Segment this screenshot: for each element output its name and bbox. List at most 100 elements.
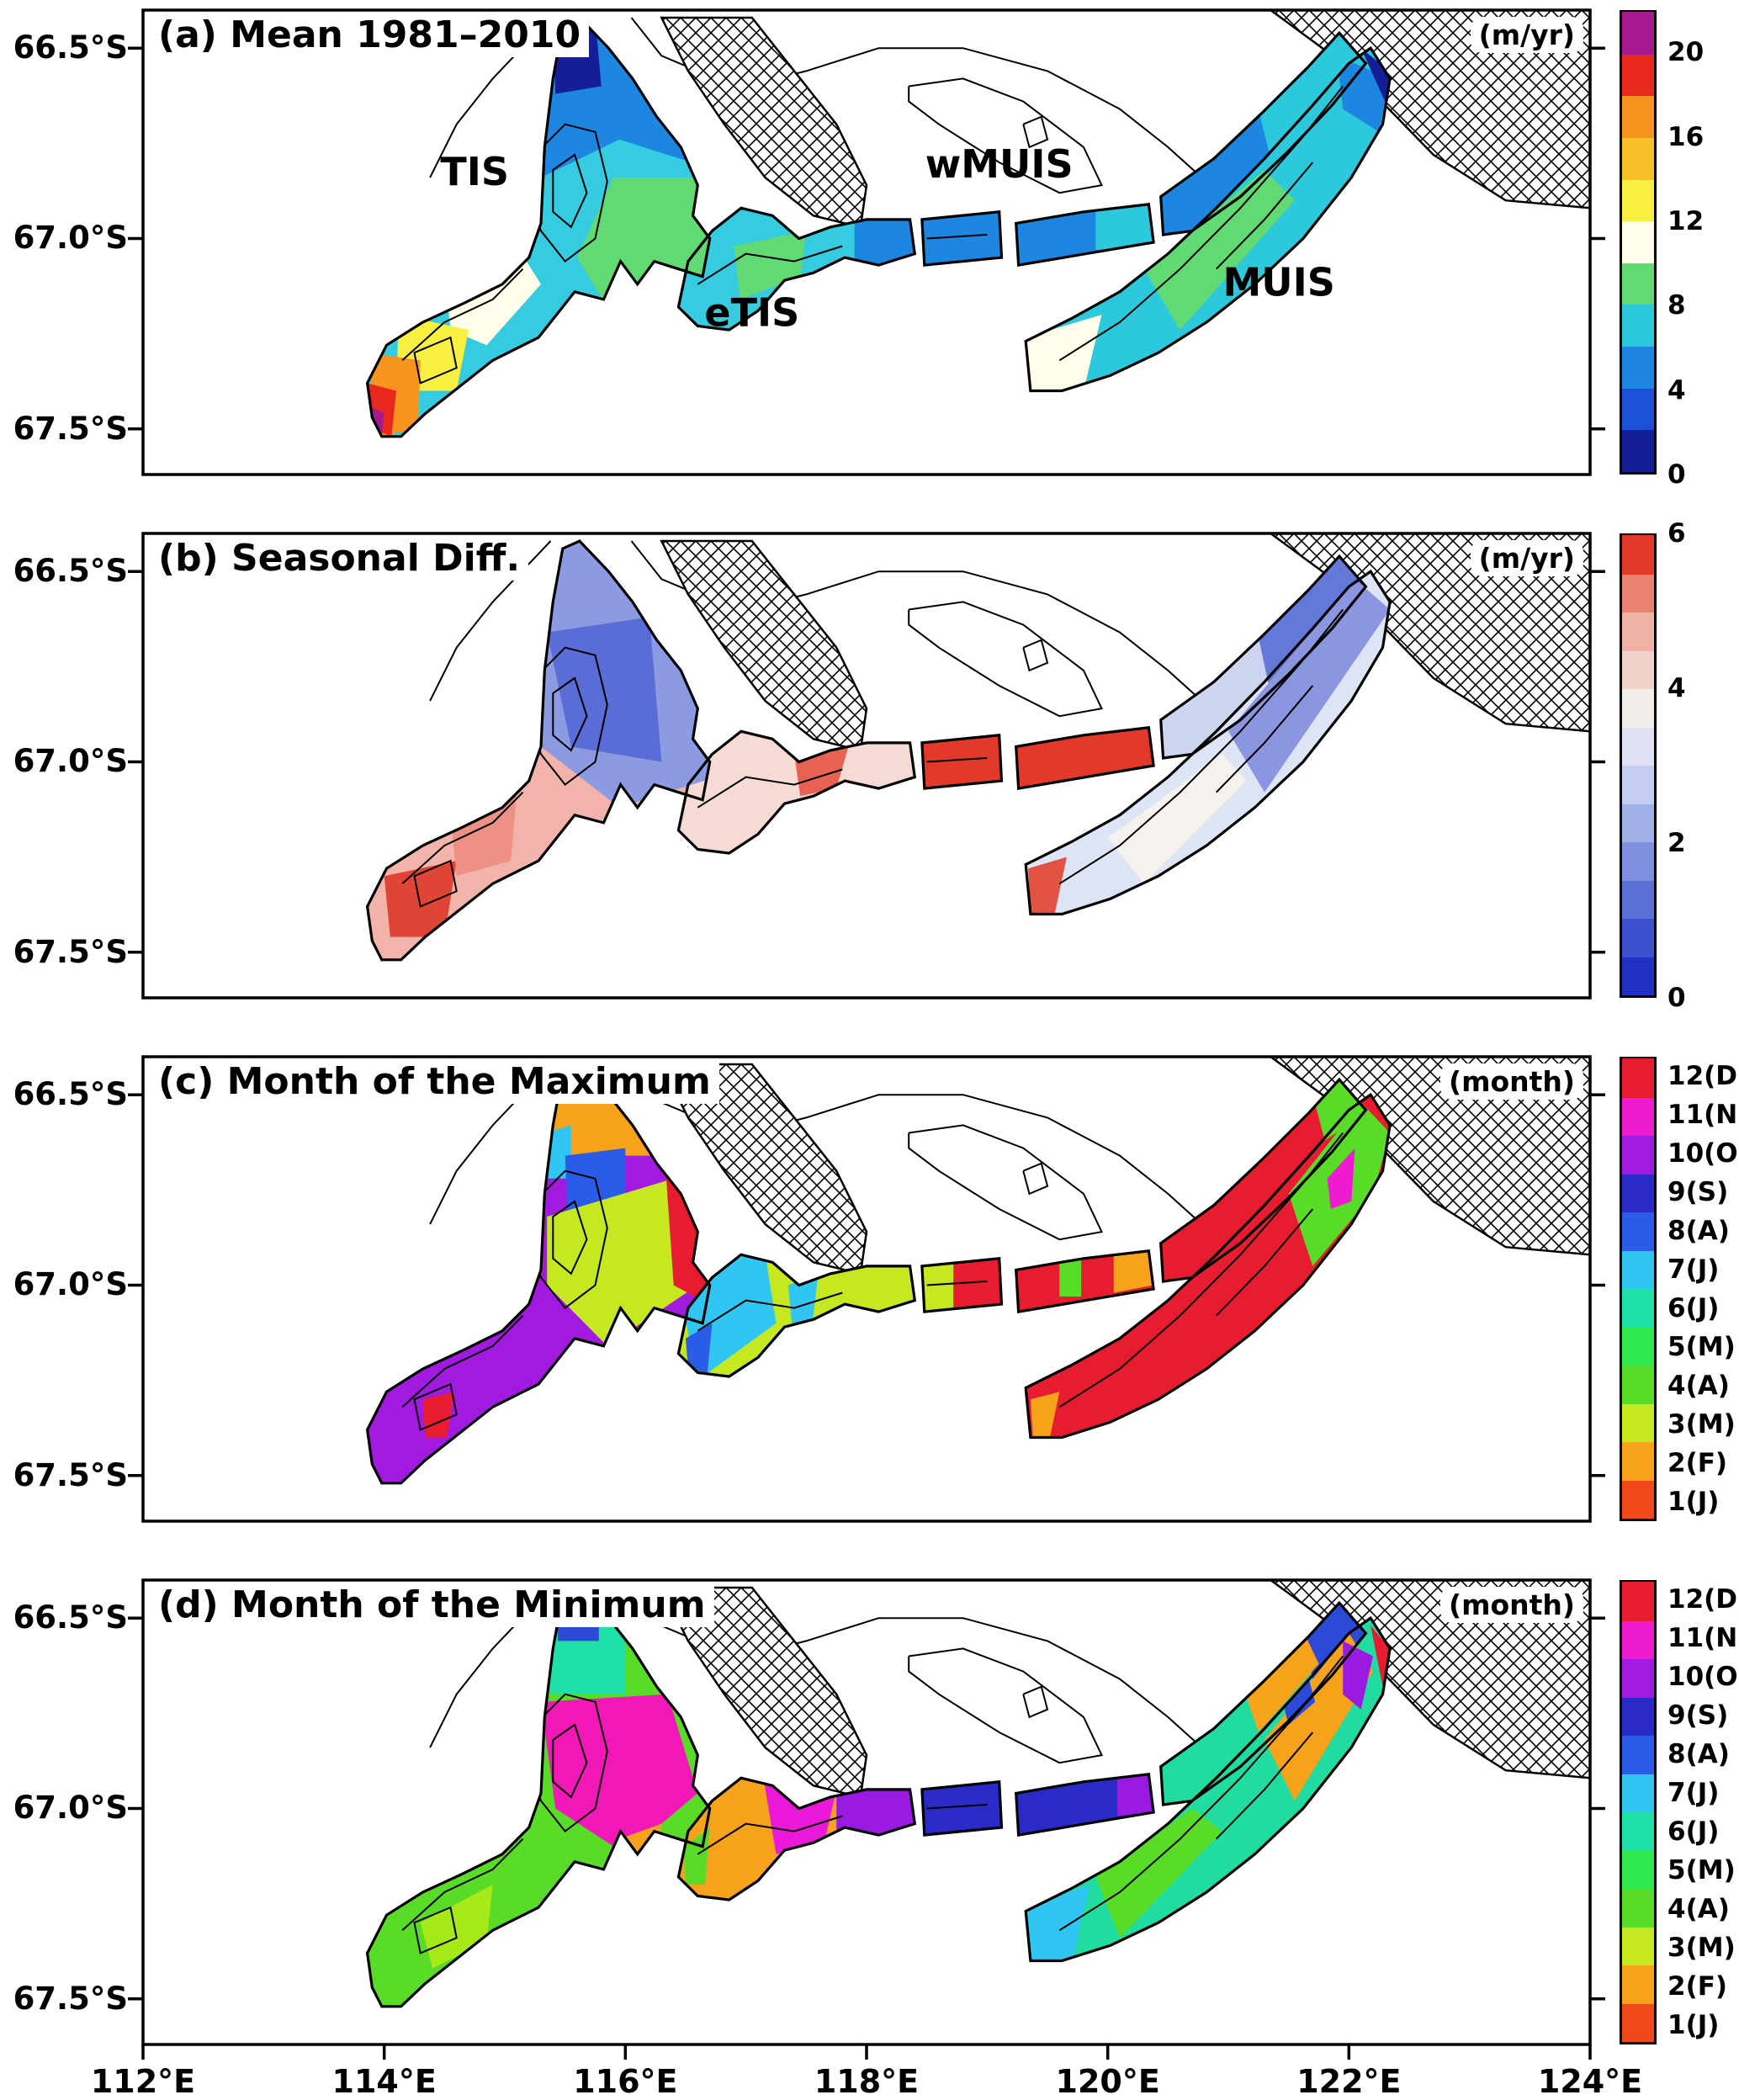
color-zone: [734, 231, 807, 300]
colorbar-segment: [1622, 1096, 1654, 1136]
shelf-outline-wMUIS_2: [1015, 1773, 1155, 1837]
contour-line: [401, 268, 524, 362]
colorbar-tick-label: 8(A): [1667, 1216, 1730, 1246]
shelf-outline-wMUIS_1: [920, 210, 1004, 267]
contour-line: [926, 757, 988, 763]
color-zone: [1113, 1250, 1154, 1293]
region-label-MUIS: MUIS: [1223, 259, 1335, 305]
colorbar-segment: [1622, 1926, 1654, 1965]
colorbar-segment: [1622, 1287, 1654, 1328]
color-zone: [541, 1694, 698, 1854]
panel-c-colorbar: [1620, 1057, 1657, 1521]
colorbar-tick-label: 4(A): [1667, 1371, 1730, 1401]
colorbar-segment: [1622, 136, 1654, 180]
shelf-outline-wMUIS_2: [1015, 203, 1155, 267]
colorbar-segment: [1622, 1173, 1654, 1212]
colorbar-tick-label: 0: [1667, 983, 1686, 1013]
color-zone: [1026, 315, 1102, 391]
panel-a-units: (m/yr): [1470, 17, 1583, 53]
region-label-wMUIS: wMUIS: [925, 141, 1074, 187]
region-label-TIS: TIS: [440, 149, 509, 194]
contour-line: [413, 1906, 458, 1954]
panel-c-units: (month): [1440, 1063, 1583, 1100]
colorbar-tick-label: 10(O): [1667, 1662, 1739, 1693]
contour-line: [697, 768, 843, 809]
shelf-outline-wMUIS_2: [1015, 1249, 1155, 1313]
shelf-outline-eTIS: [676, 1776, 917, 1901]
color-zone: [384, 861, 457, 937]
color-zone: [547, 1178, 698, 1346]
colorbar-segment: [1622, 917, 1654, 957]
colorbar-segment: [1622, 1964, 1654, 2004]
colorbar-segment: [1622, 1849, 1654, 1889]
coastline: [1022, 1162, 1049, 1196]
colorbar-tick-label: 6(J): [1667, 1816, 1720, 1848]
shelf-outline-wMUIS_3: [1159, 554, 1368, 760]
coastline: [1022, 115, 1049, 149]
colorbar-tick-label: 1(J): [1667, 1487, 1720, 1518]
color-zone: [547, 1125, 571, 1179]
colorbar-tick-label: 8: [1667, 290, 1686, 321]
panel-frame: [141, 1055, 1592, 1523]
shelf-fill-eTIS: [678, 731, 915, 854]
panel-c-map: [128, 1055, 1605, 1523]
color-zone: [1107, 754, 1247, 884]
panel-b-units: (m/yr): [1470, 540, 1583, 576]
colorbar-tick-label: 6(J): [1667, 1293, 1720, 1324]
colorbar-segment: [1622, 803, 1654, 842]
colorbar-segment: [1622, 1440, 1654, 1481]
panel-b-map: [128, 532, 1605, 1000]
colorbar-segment: [1622, 687, 1654, 728]
shelf-outline-TIS: [365, 16, 712, 438]
y-axis-label: 67.5°S: [13, 410, 128, 447]
colorbar-segment: [1622, 11, 1654, 55]
x-axis-label: 118°E: [814, 2063, 920, 2100]
colorbar-tick-label: 9(S): [1667, 1700, 1729, 1731]
colorbar-segment: [1622, 573, 1654, 612]
coastline: [908, 77, 1103, 194]
panel-a-title: (a) Mean 1981–2010: [155, 14, 590, 58]
shelf-fill-wMUIS_1: [921, 1781, 1002, 1836]
contour-line: [1058, 608, 1344, 885]
colorbar-segment: [1622, 387, 1654, 431]
colorbar-tick-label: 4: [1667, 673, 1686, 704]
panel-d-colorbar: [1620, 1580, 1657, 2044]
colorbar-tick-label: 8(A): [1667, 1739, 1730, 1769]
panel-a-map: TIS eTIS wMUIS MUIS: [128, 8, 1605, 476]
coastline: [908, 1647, 1103, 1764]
colorbar-tick-label: 3(M): [1667, 1409, 1736, 1440]
color-zone: [787, 1273, 819, 1323]
shelf-outline-wMUIS_1: [920, 734, 1004, 790]
panel-frame: [141, 532, 1592, 1000]
contour-line: [552, 1200, 588, 1275]
contour-line: [697, 245, 843, 285]
colorbar-tick-label: 12: [1667, 205, 1705, 236]
color-zone: [1117, 1774, 1154, 1816]
color-zone: [764, 1781, 837, 1854]
colorbar-segment: [1622, 726, 1654, 766]
color-zone: [1252, 556, 1366, 693]
colorbar-tick-label: 3(M): [1667, 1933, 1736, 1963]
shelf-fill-wMUIS_1: [921, 211, 1002, 266]
shelf-outline-eTIS: [676, 1253, 917, 1378]
panel-frame: [141, 8, 1592, 476]
colorbar-segment: [1622, 1811, 1654, 1851]
x-axis-label: 112°E: [90, 2063, 196, 2100]
contour-line: [552, 153, 588, 229]
contour-line: [697, 1815, 843, 1855]
colorbar-tick-label: 1(J): [1667, 2010, 1720, 2041]
panel-d-title: (d) Month of the Minimum: [155, 1584, 714, 1628]
x-axis-label: 120°E: [1055, 2063, 1160, 2100]
shelf-fill-wMUIS_1: [921, 734, 1002, 789]
colorbar-tick-label: 7(J): [1667, 1254, 1720, 1285]
panel-b-colorbar-labels: 0 2 4 6: [1667, 519, 1739, 1012]
colorbar-tick-label: 2: [1667, 828, 1686, 859]
x-axis-label: 124°E: [1537, 2063, 1643, 2100]
colorbar-segment: [1622, 1134, 1654, 1175]
panel-d: (d) Month of the Minimum (month): [128, 1578, 1605, 2060]
colorbar-tick-label: 7(J): [1667, 1778, 1720, 1808]
colorbar-tick-label: 10(O): [1667, 1138, 1739, 1169]
contour-line: [552, 1723, 588, 1799]
colorbar-segment: [1622, 956, 1654, 995]
shelf-outline-MUIS: [1024, 45, 1392, 393]
